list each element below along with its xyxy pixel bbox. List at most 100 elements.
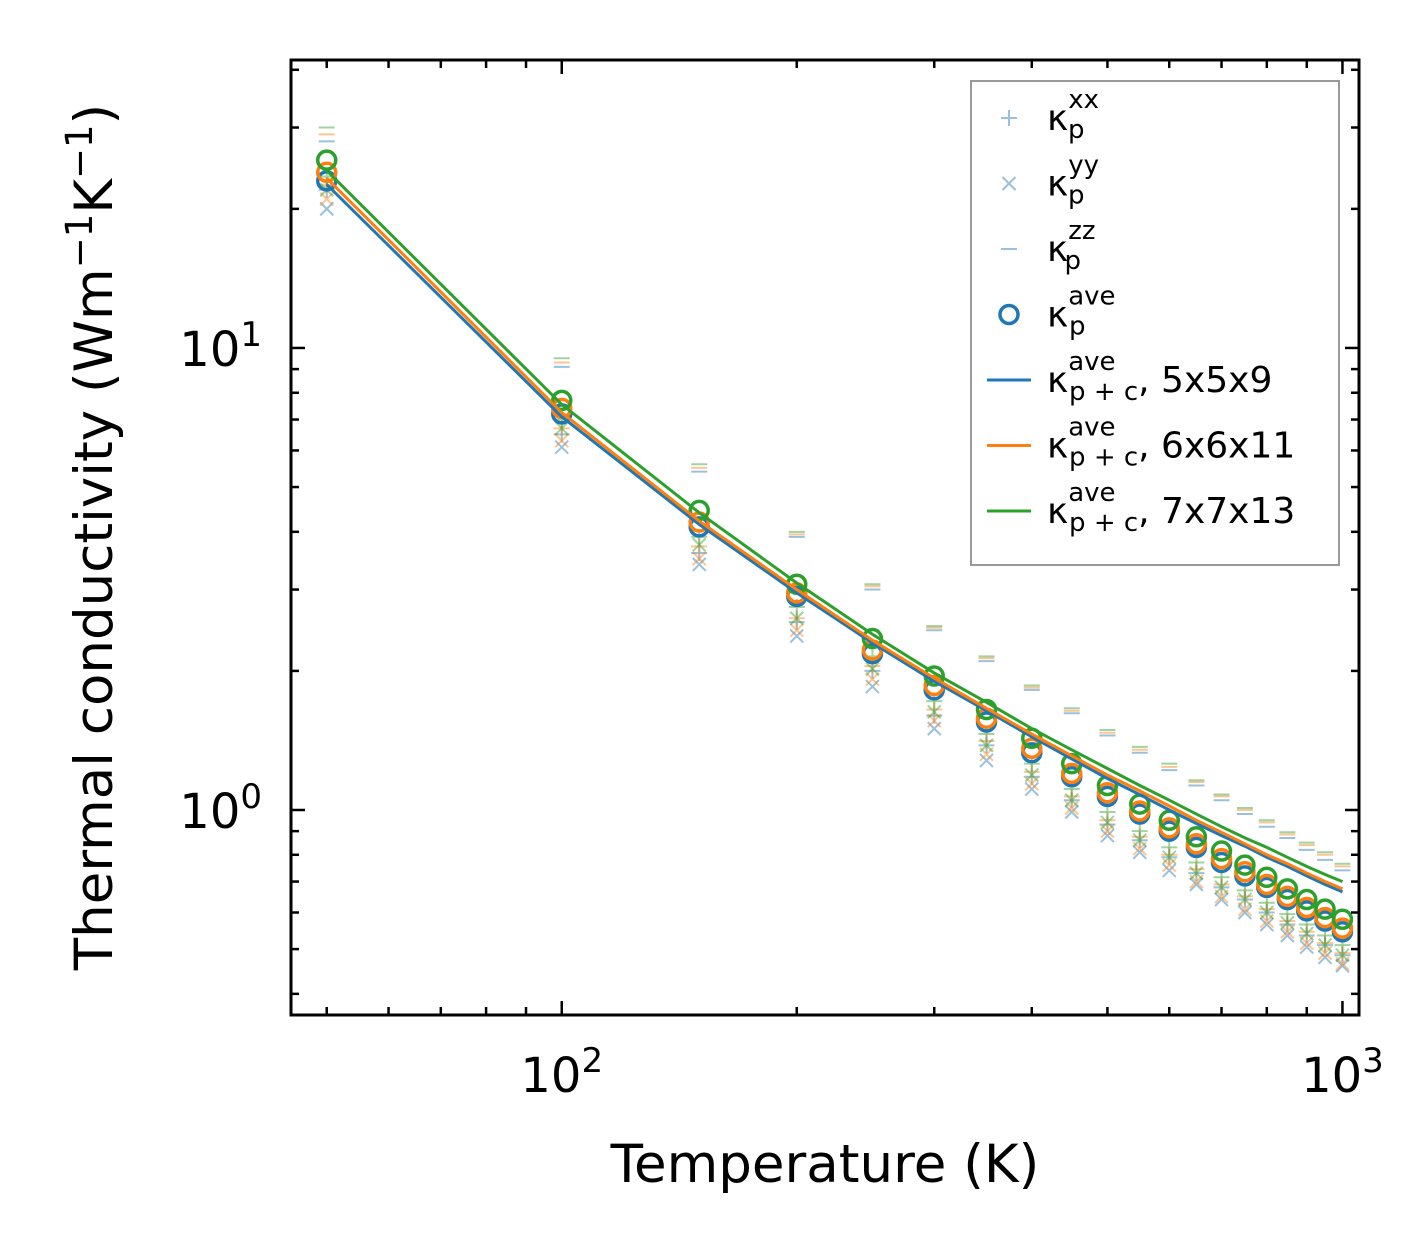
legend-label: κyy p [1047,151,1099,211]
legend-entry: κave p + c, 6x6x11 [987,413,1295,473]
kxx-point [1258,904,1275,921]
kyy-point [1162,857,1177,873]
kpc-line-7x7x13 [325,169,1344,883]
kyy-point [1280,928,1295,943]
kave-point [1210,840,1233,862]
x-tick-label: 102 [520,1041,603,1104]
kyy-point [1280,915,1295,930]
kpc-line-6x6x11 [325,177,1344,891]
kave-point [1158,817,1181,839]
legend-entry: κxx p [1001,85,1099,145]
legend-entry: κave p + c, 7x7x13 [987,478,1295,538]
legend-marker-x [1001,176,1017,191]
kyy-point [1132,833,1147,848]
kyy-point [1189,874,1204,889]
kave-point [1060,762,1083,785]
kyy-point [979,747,994,762]
kxx-point [1279,913,1296,930]
kyy-point [789,611,804,626]
kxx-point [1131,828,1148,845]
kave-point [975,698,998,721]
kave-point [1210,847,1233,870]
kyy-point [554,421,569,436]
kyy-point [1237,905,1253,920]
legend-entry: κave p + c, 5x5x9 [987,347,1272,407]
kyy-point [1162,850,1177,865]
kxx-point [1236,888,1253,905]
kxx-point [1279,916,1296,933]
kxx-point [553,426,570,443]
kyy-point [865,671,880,687]
kyy-point [789,628,804,644]
kyy-point [865,679,880,694]
kave-point [1021,737,1043,760]
kave-point [1185,826,1208,848]
kyy-point [1214,892,1229,907]
kxx-point [926,707,943,724]
kyy-point [1317,937,1333,953]
kxx-point [978,737,995,754]
kyy-point [927,713,942,728]
kave-point [1234,861,1256,883]
kyy-point [1064,800,1079,816]
kxx-point [1131,823,1148,840]
legend-label: κave p + c, 7x7x13 [1047,478,1295,538]
kxx-point [788,614,805,631]
kxx-point [978,733,995,750]
kyy-point [1317,950,1333,965]
kave-point [1256,873,1278,896]
kave-point [550,389,573,412]
kxx-point [864,662,881,679]
y-axis-label: Thermal conductivity (Wm−1K−1) [58,104,125,972]
kxx-point [1161,846,1178,863]
kyy-point [1162,863,1177,878]
kyy-point [1132,845,1147,860]
kxx-point [1334,947,1351,964]
kxx-point [926,701,943,718]
kyy-point [692,551,707,566]
tick-labels: 102 103 100 101 [179,315,1384,1104]
legend-marker-plus [1001,110,1017,126]
kxx-point [1023,763,1040,780]
data-lines [325,169,1344,894]
kyy-point [1237,901,1253,917]
kyy-point [1100,828,1115,843]
kyy-point [927,704,942,720]
kxx-point [1188,865,1205,882]
legend-label: κxx p [1047,85,1099,145]
kyy-point [1299,939,1314,955]
kxx-point [691,538,708,555]
legend-label: κave p [1047,282,1116,342]
kave-point [1256,866,1278,889]
kave-point [315,149,338,171]
kxx-point [1161,839,1178,856]
kxx-point [788,610,805,627]
kave-point [1295,888,1318,911]
y-tick-label: 101 [179,315,262,378]
kyy-point [1335,958,1350,974]
axis-ticks [291,60,1359,1015]
kyy-point [1132,841,1147,856]
legend-marker-circle [998,303,1020,326]
kyy-point [554,439,569,455]
kyy-point [1259,917,1275,932]
kyy-point [319,191,334,207]
legend-label: κave p + c, 5x5x9 [1047,347,1272,407]
kyy-point [1299,935,1314,951]
kave-point [315,161,338,184]
kyy-point [1280,924,1295,939]
kxx-point [1099,812,1116,829]
legend-entry: κzz p [1001,216,1096,276]
kxx-point [1188,861,1205,878]
kave-point [1331,917,1354,939]
legend-label: κave p + c, 6x6x11 [1047,413,1295,473]
kxx-point [1063,792,1080,809]
kxx-point [1213,876,1230,893]
kxx-point [1298,927,1315,944]
kyy-point [554,433,569,448]
kyy-point [865,661,880,677]
x-axis-label: Temperature (K) [610,1134,1040,1195]
kave-point [1234,854,1256,876]
